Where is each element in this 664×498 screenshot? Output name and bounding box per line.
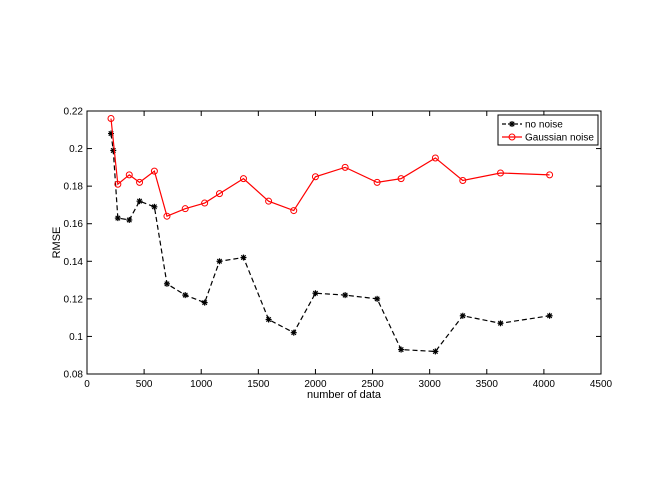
data-point [150,167,158,175]
series-gaussian-noise [107,115,554,220]
data-point [546,171,554,179]
data-point [125,171,133,179]
data-point [546,312,553,319]
data-point [432,348,439,355]
legend-marker [509,121,515,127]
data-point [290,207,298,215]
data-point [374,295,381,302]
data-point [459,312,466,319]
x-tick-label: 2500 [361,379,384,390]
data-point [163,280,170,287]
x-tick-label: 0 [84,379,90,390]
x-tick-label: 1500 [247,379,270,390]
y-tick-label: 0.14 [64,257,84,268]
x-tick-label: 1000 [190,379,213,390]
y-axis-label: RMSE [51,227,63,259]
x-tick-label: 4500 [590,379,613,390]
data-point [126,216,133,223]
data-point [342,292,349,299]
data-point [431,154,439,162]
data-point [114,215,121,222]
legend-entry: no noise [502,120,563,131]
legend-label: Gaussian noise [525,133,594,144]
data-point [311,173,319,181]
y-tick-label: 0.1 [69,332,83,343]
y-tick-label: 0.22 [64,107,84,118]
data-point [201,299,208,306]
data-point [373,178,381,186]
data-point [398,346,405,353]
data-point [181,205,189,213]
data-point [459,177,467,185]
legend-entry: Gaussian noise [502,133,594,144]
data-point [397,175,405,183]
data-point [107,115,115,123]
legend: no noise Gaussian noise [497,114,599,146]
series-layer [107,115,554,355]
data-point [312,290,319,297]
data-point [182,292,189,299]
plot-area [86,110,602,375]
series-no-noise [107,130,553,355]
data-point [215,190,223,198]
y-tick-label: 0.12 [64,294,84,305]
data-point [265,316,272,323]
data-point [497,320,504,327]
data-point [136,198,143,205]
y-tick-label: 0.18 [64,182,84,193]
data-point [136,178,144,186]
data-point [240,254,247,261]
data-point [151,203,158,210]
x-axis-label: number of data [307,389,382,401]
data-point [290,329,297,336]
legend-label: no noise [525,120,563,131]
data-point [239,175,247,183]
data-point [163,212,171,220]
legend-box [497,114,599,146]
legend-marker [508,133,516,141]
x-tick-label: 3500 [476,379,499,390]
x-tick-label: 3000 [419,379,442,390]
y-tick-label: 0.16 [64,219,84,230]
x-tick-label: 4000 [533,379,556,390]
data-point [110,147,117,154]
x-tick-label: 2000 [304,379,327,390]
data-point [201,199,209,207]
x-tick-label: 500 [136,379,153,390]
axes: 0 500 1000 1500 2000 2500 3000 3500 4000 4500 0.08… [51,107,613,402]
data-point [265,197,273,205]
y-tick-label: 0.2 [69,144,83,155]
data-point [341,163,349,171]
data-point [216,258,223,265]
y-tick-label: 0.08 [64,370,84,381]
data-point [114,180,122,188]
data-point [496,169,504,177]
